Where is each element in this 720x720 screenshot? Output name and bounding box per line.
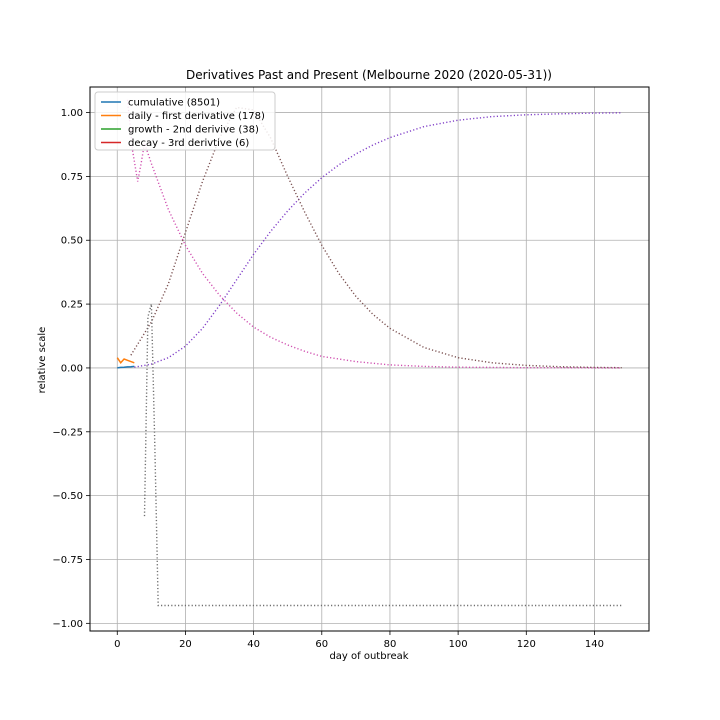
legend-box xyxy=(94,91,276,151)
y-axis-label: relative scale xyxy=(37,327,48,394)
legend-entry: decay - 3rd derivtive (6) xyxy=(128,138,249,149)
projection-line-1 xyxy=(134,112,622,368)
x-tick-label: 80 xyxy=(384,639,397,650)
series-lines xyxy=(116,357,135,369)
plot-frame xyxy=(89,86,650,632)
projection-line-3 xyxy=(130,106,622,369)
y-tick-label: 0.25 xyxy=(61,300,83,311)
x-tick-label: 100 xyxy=(449,639,468,650)
y-tick-label: −0.50 xyxy=(52,491,83,502)
legend-entry: growth - 2nd derivive (38) xyxy=(128,125,259,136)
legend-entry: cumulative (8501) xyxy=(128,98,220,109)
grid xyxy=(90,87,649,631)
legend: cumulative (8501) daily - first derivativ… xyxy=(94,91,276,151)
x-axis-label: day of outbreak xyxy=(329,651,408,662)
projection-lines xyxy=(126,99,622,607)
x-tick-label: 20 xyxy=(179,639,192,650)
y-tick-label: 0.00 xyxy=(61,363,83,374)
x-tick-label: 140 xyxy=(585,639,604,650)
x-axis: 0 20 40 60 80 100 120 140 xyxy=(114,631,604,650)
chart-title: Derivatives Past and Present (Melbourne … xyxy=(186,68,552,82)
y-tick-label: 1.00 xyxy=(61,108,83,119)
y-tick-label: 0.50 xyxy=(61,236,83,247)
y-tick-label: −1.00 xyxy=(52,619,83,630)
series-line-2 xyxy=(116,357,135,365)
x-tick-label: 0 xyxy=(114,639,120,650)
legend-entry: daily - first derivative (178) xyxy=(128,111,265,122)
projection-line-4 xyxy=(143,303,622,607)
y-axis: −1.00 −0.75 −0.50 −0.25 0.00 0.25 0.50 0.75 1.00 xyxy=(52,108,90,630)
x-tick-label: 120 xyxy=(517,639,536,650)
y-tick-label: 0.75 xyxy=(61,172,83,183)
y-tick-label: −0.75 xyxy=(52,555,83,566)
x-tick-label: 40 xyxy=(247,639,260,650)
series-line-1 xyxy=(117,365,135,369)
y-tick-label: −0.25 xyxy=(52,427,83,438)
x-tick-label: 60 xyxy=(315,639,328,650)
